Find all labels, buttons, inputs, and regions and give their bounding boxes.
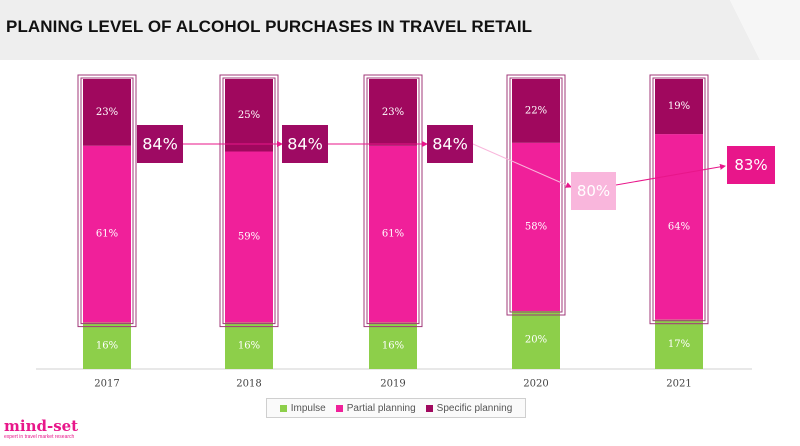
- bar-impulse-2019: [369, 322, 417, 369]
- trend-connector-3: [472, 143, 572, 188]
- legend-item-partial-planning: Partial planning: [335, 402, 416, 414]
- page-title: PLANING LEVEL OF ALCOHOL PURCHASES IN TR…: [6, 17, 533, 36]
- outline-outer-2018: [219, 74, 279, 328]
- bar-partial-planning-2020: [512, 142, 560, 311]
- trend-connector-4: [615, 163, 726, 186]
- bar-impulse-2021: [655, 319, 703, 369]
- total-box-2017: [137, 125, 183, 163]
- data-label-specific-planning-2017: 23%: [96, 107, 118, 118]
- mind-set-logo: mind-set expert in travel market researc…: [4, 417, 79, 441]
- data-label-specific-planning-2019: 23%: [382, 107, 404, 118]
- total-box-2018: [282, 125, 328, 163]
- x-tick-label-2019: 2019: [380, 379, 405, 390]
- bar-impulse-2017: [83, 322, 131, 369]
- bar-partial-planning-2018: [225, 151, 273, 323]
- legend-swatch-specific-planning: [425, 404, 433, 412]
- total-label-2020: 80%: [577, 182, 610, 200]
- data-label-partial-planning-2018: 59%: [238, 232, 260, 243]
- bar-partial-planning-2019: [369, 145, 417, 323]
- legend-label-specific-planning: Specific planning: [436, 402, 513, 414]
- outline-inner-2019: [366, 77, 420, 325]
- banner-shape: [0, 0, 800, 60]
- title-banner: PLANING LEVEL OF ALCOHOL PURCHASES IN TR…: [0, 0, 800, 60]
- data-label-partial-planning-2020: 58%: [525, 221, 547, 232]
- data-label-impulse-2021: 17%: [668, 339, 690, 350]
- total-label-2021: 83%: [734, 156, 767, 174]
- data-label-partial-planning-2021: 64%: [668, 221, 690, 232]
- data-label-impulse-2018: 16%: [238, 340, 260, 351]
- bar-specific-planning-2019: [369, 79, 417, 146]
- bar-partial-planning-2021: [655, 134, 703, 320]
- x-tick-label-2018: 2018: [236, 379, 261, 390]
- chart-legend: Impulse Partial planning Specific planni…: [266, 398, 526, 418]
- bar-specific-planning-2018: [225, 79, 273, 152]
- bar-partial-planning-2017: [83, 145, 131, 323]
- legend-label-partial-planning: Partial planning: [346, 402, 416, 414]
- outline-inner-2018: [222, 77, 276, 325]
- total-box-2020: [571, 172, 616, 210]
- total-box-2021: [727, 146, 775, 184]
- x-tick-label-2021: 2021: [666, 379, 691, 390]
- data-label-specific-planning-2020: 22%: [525, 105, 547, 116]
- outline-inner-2017: [80, 77, 134, 325]
- legend-item-impulse: Impulse: [279, 402, 326, 414]
- legend-label-impulse: Impulse: [290, 402, 326, 414]
- data-label-impulse-2019: 16%: [382, 340, 404, 351]
- data-label-partial-planning-2017: 61%: [96, 229, 118, 240]
- data-label-specific-planning-2018: 25%: [238, 110, 260, 121]
- data-label-specific-planning-2021: 19%: [668, 101, 690, 112]
- logo-tagline: expert in travel market research: [4, 434, 75, 440]
- total-label-2019: 84%: [432, 135, 468, 154]
- data-label-impulse-2020: 20%: [525, 335, 547, 346]
- bar-specific-planning-2017: [83, 79, 131, 146]
- bar-specific-planning-2020: [512, 79, 560, 143]
- legend-item-specific-planning: Specific planning: [425, 402, 513, 414]
- legend-swatch-partial-planning: [335, 404, 343, 412]
- total-box-2019: [427, 125, 473, 163]
- total-label-2018: 84%: [287, 135, 323, 154]
- outline-outer-2021: [649, 74, 709, 325]
- outline-outer-2020: [506, 74, 566, 316]
- legend-swatch-impulse: [279, 404, 287, 412]
- bar-impulse-2018: [225, 322, 273, 369]
- logo-wordmark: mind-set: [4, 417, 79, 435]
- outline-outer-2019: [363, 74, 423, 328]
- outline-inner-2020: [509, 77, 563, 313]
- outline-outer-2017: [77, 74, 137, 328]
- x-tick-label-2017: 2017: [94, 379, 119, 390]
- x-tick-label-2020: 2020: [523, 379, 548, 390]
- data-label-impulse-2017: 16%: [96, 340, 118, 351]
- data-label-partial-planning-2019: 61%: [382, 229, 404, 240]
- bar-specific-planning-2021: [655, 79, 703, 135]
- total-label-2017: 84%: [142, 135, 178, 154]
- bar-impulse-2020: [512, 311, 560, 369]
- outline-inner-2021: [652, 77, 706, 322]
